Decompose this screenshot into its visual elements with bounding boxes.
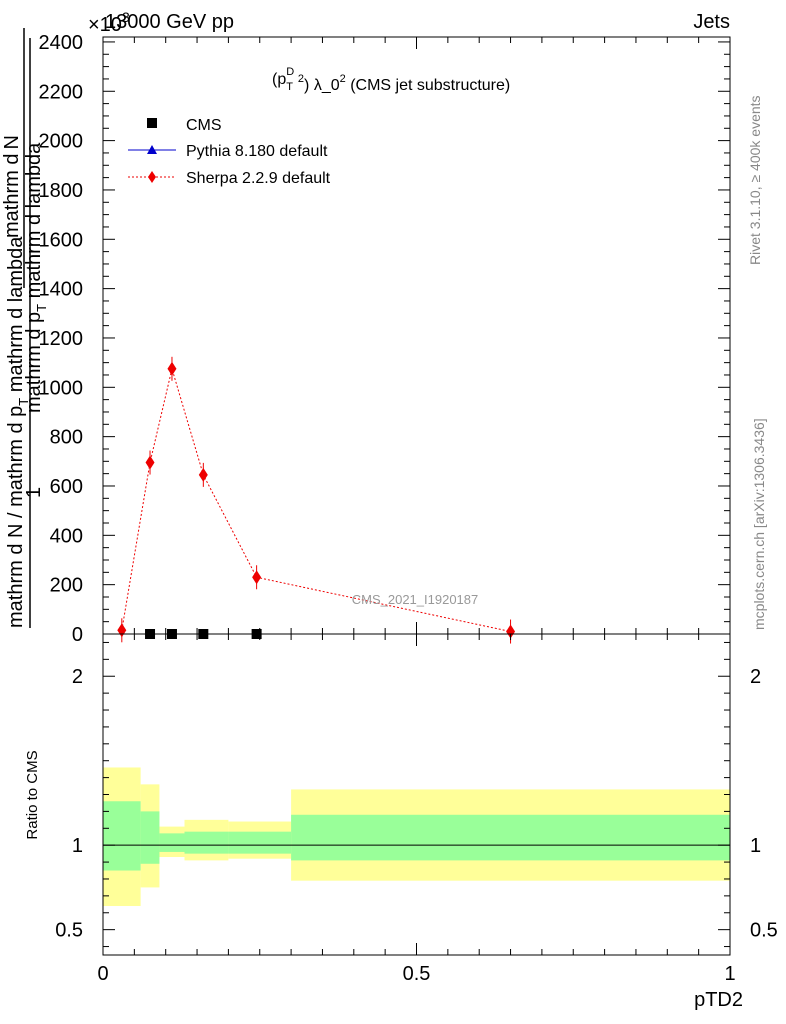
- main-y-label: mathrm d N / mathrm d pT mathrm d lambda: [5, 38, 31, 628]
- legend-label-cms: CMS: [186, 117, 222, 134]
- y-tick-label: 1000: [39, 377, 84, 399]
- legend-label-sherpa: Sherpa 2.2.9 default: [186, 170, 331, 187]
- y-tick-label: 600: [50, 476, 83, 498]
- ratio-band-green: [140, 811, 160, 864]
- watermark: CMS_2021_I1920187: [352, 592, 479, 607]
- rivet-label: Rivet 3.1.10, ≥ 400k events: [747, 95, 763, 265]
- sherpa-point: [198, 467, 208, 482]
- ratio-band-green: [103, 801, 141, 871]
- header-jets: Jets: [693, 11, 730, 33]
- y-label-dn: mathrm dN: [1, 135, 23, 238]
- main-y-ticks: 0 200 400 600 800 1000 1200 1400 1600 1800 2000 220…: [39, 32, 730, 646]
- ratio-y-tick-label: 2: [72, 666, 83, 688]
- ratio-y-tick-label: 0.5: [55, 920, 83, 942]
- main-y-label-outer: 1 mathrm d pT mathrm d lambda mathrm dN: [1, 28, 49, 498]
- sherpa-point: [117, 623, 127, 638]
- ratio-y-ticks: 0.5 0.5 1 1 2 2: [55, 641, 778, 948]
- ratio-y-tick-label-right: 1: [750, 835, 761, 857]
- legend: CMS Pythia 8.180 default Sherpa 2.2.9 de…: [128, 117, 331, 187]
- plot-title: (pD T2) λ_02 (CMS jet substructure): [272, 66, 510, 94]
- legend-marker-sherpa: [148, 171, 156, 183]
- sherpa-point: [252, 570, 262, 585]
- x-tick-label: 0.5: [403, 963, 431, 985]
- legend-marker-cms: [147, 118, 157, 128]
- y-label-den: mathrm d pT mathrm d lambda: [23, 142, 49, 413]
- ratio-band-green: [159, 833, 185, 852]
- ratio-plot-panel: 0.5 0.51 12 2 0 0.5 1: [55, 633, 778, 985]
- ratio-bands: [103, 767, 730, 907]
- x-tick-label: 1: [724, 963, 735, 985]
- ratio-x-ticks: 0 0.5 1: [97, 634, 736, 985]
- ratio-band-green: [228, 831, 292, 854]
- sherpa-point: [145, 455, 155, 470]
- main-plot-panel: 0 200 400 600 800 1000 1200 1400 1600 1800 2000 220…: [39, 32, 731, 646]
- y-tick-label: 200: [50, 575, 83, 597]
- sherpa-point: [506, 624, 516, 639]
- legend-label-pythia: Pythia 8.180 default: [186, 143, 328, 160]
- sherpa-point: [167, 361, 177, 376]
- mcplots-label: mcplots.cern.ch [arXiv:1306.3436]: [751, 418, 767, 630]
- x-axis-label: pTD2: [694, 989, 743, 1011]
- y-tick-label: 1600: [39, 229, 84, 251]
- y-tick-label: 2000: [39, 131, 84, 153]
- y-tick-label: 1800: [39, 180, 84, 202]
- y-tick-label: 1400: [39, 279, 84, 301]
- ratio-band-green: [291, 814, 730, 861]
- sherpa-line: [121, 366, 511, 633]
- ratio-y-label: Ratio to CMS: [24, 750, 41, 839]
- ratio-y-tick-label-right: 0.5: [750, 920, 778, 942]
- y-label-one: 1: [23, 487, 45, 498]
- y-exponent: ×103: [88, 9, 130, 36]
- main-x-ticks: [102, 37, 731, 634]
- y-tick-label: 400: [50, 525, 83, 547]
- header-energy: 13000 GeV pp: [105, 11, 234, 33]
- legend-marker-pythia: [147, 145, 157, 154]
- x-tick-label: 0: [97, 963, 108, 985]
- y-tick-label: 2400: [39, 32, 84, 54]
- y-tick-label: 2200: [39, 81, 84, 103]
- y-label-numerator-part: mathrm d N / mathrm d pT mathrm d lambda: [5, 236, 31, 628]
- y-tick-label: 0: [72, 624, 83, 646]
- ratio-y-tick-label: 1: [72, 835, 83, 857]
- ratio-band-green: [184, 831, 229, 854]
- ratio-y-tick-label-right: 2: [750, 666, 761, 688]
- y-tick-label: 800: [50, 427, 83, 449]
- y-tick-label: 1200: [39, 328, 84, 350]
